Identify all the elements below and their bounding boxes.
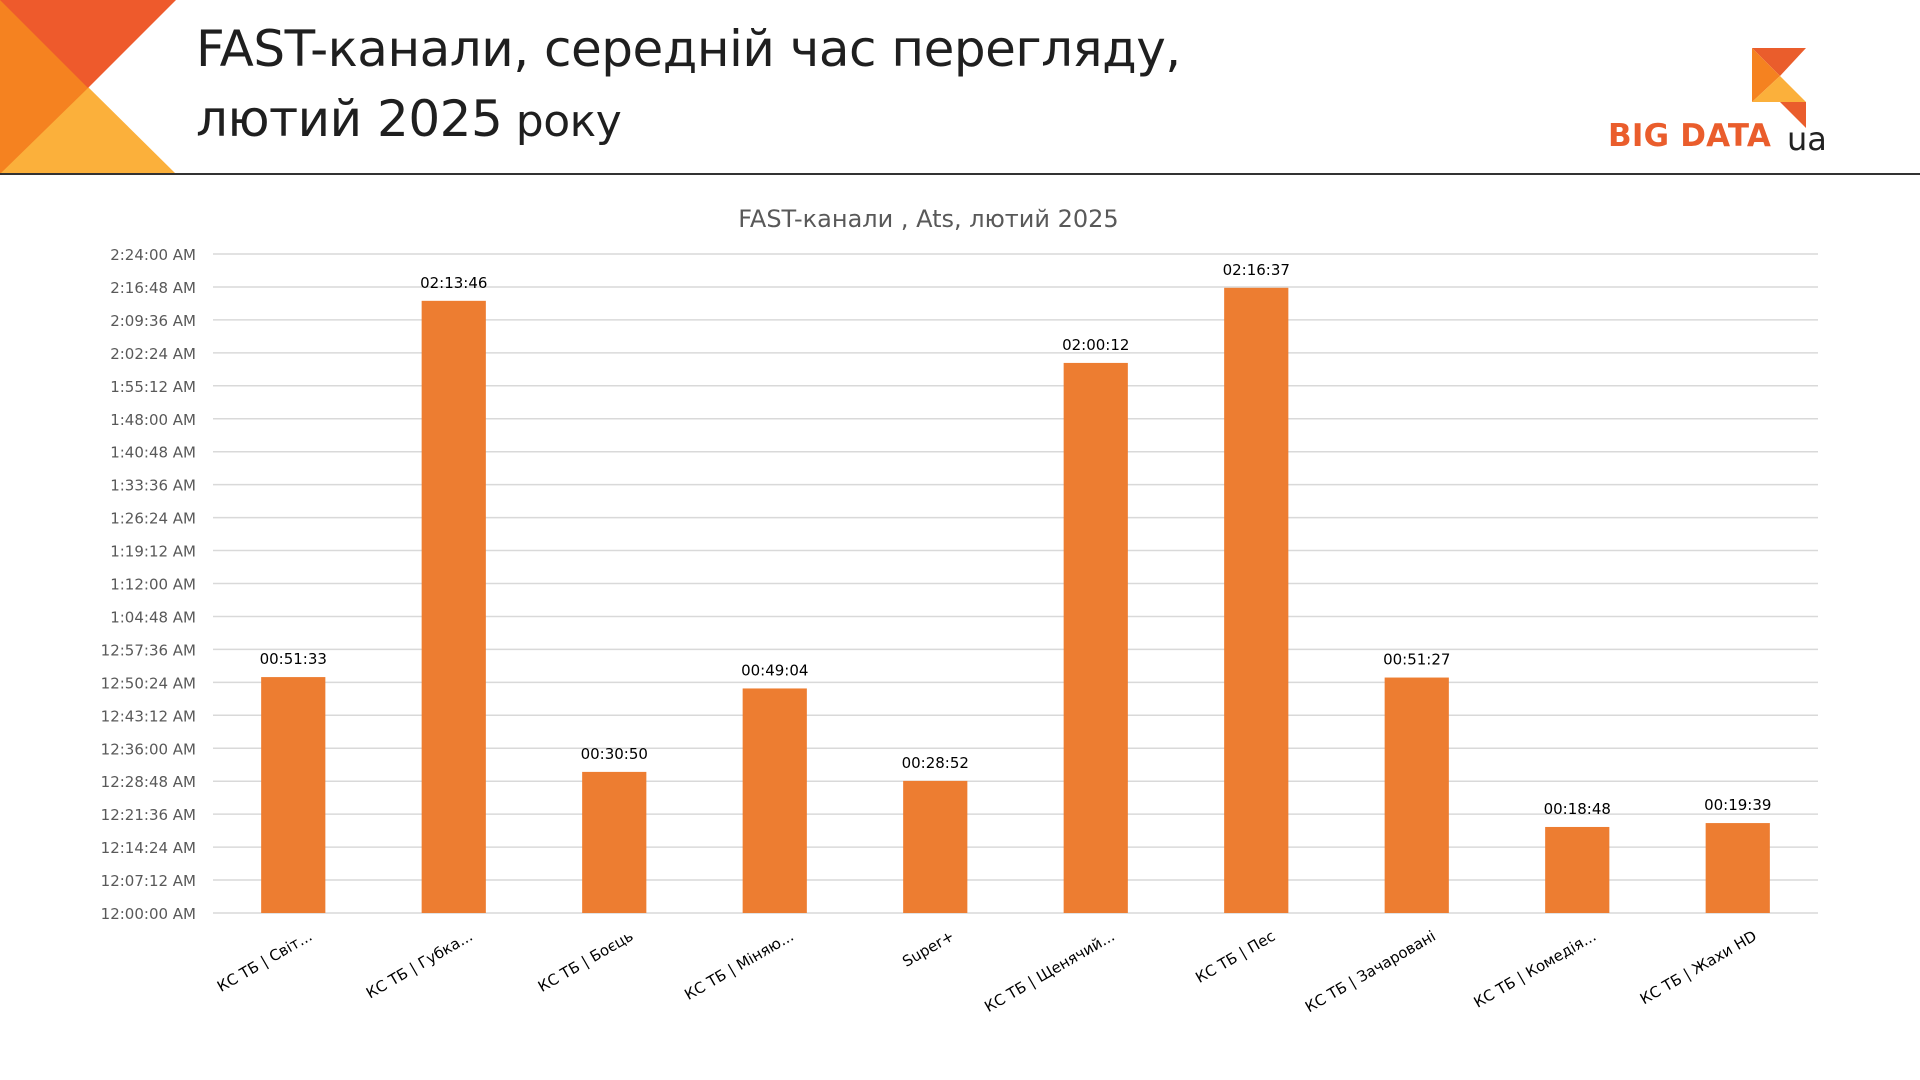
- data-label: 02:16:37: [1223, 261, 1290, 279]
- y-axis-tick-labels: 12:00:00 AM 12:07:12 AM 12:14:24 AM 12:21:3…: [101, 246, 196, 923]
- data-label: 00:51:33: [260, 650, 327, 668]
- bar: [903, 780, 968, 913]
- x-tick-label: КС ТБ | Комедія...: [1471, 927, 1600, 1012]
- x-tick-label: КС ТБ | Міняю...: [681, 927, 796, 1004]
- corner-decoration: [0, 0, 176, 174]
- y-tick-label: 12:28:48 AM: [101, 773, 196, 791]
- x-tick-label: КС ТБ | Жахи HD: [1637, 927, 1760, 1008]
- logo-mark-icon: [1752, 48, 1806, 128]
- data-label: 00:19:39: [1704, 796, 1771, 814]
- y-tick-label: 12:50:24 AM: [101, 674, 196, 692]
- y-tick-label: 12:07:12 AM: [101, 872, 196, 890]
- logo-text: BIG DATA: [1608, 118, 1772, 154]
- y-tick-label: 2:24:00 AM: [110, 246, 196, 264]
- bar: [1545, 826, 1610, 913]
- y-tick-label: 12:00:00 AM: [101, 905, 196, 923]
- bar: [1063, 362, 1128, 913]
- bar: [261, 677, 326, 913]
- header-divider: [0, 173, 1920, 175]
- data-label: 00:51:27: [1383, 651, 1450, 669]
- x-tick-label: КС ТБ | Губка...: [363, 927, 476, 1002]
- y-tick-label: 2:02:24 AM: [110, 345, 196, 363]
- y-tick-label: 12:21:36 AM: [101, 806, 196, 824]
- page-title-line2: лютий 2025 року: [196, 84, 1181, 157]
- slide-header: FAST-канали, середній час перегляду, лют…: [0, 0, 1920, 175]
- page-title: FAST-канали, середній час перегляду, лют…: [196, 14, 1181, 157]
- big-data-logo: BIG DATA ua: [1600, 46, 1840, 158]
- y-tick-label: 1:19:12 AM: [110, 543, 196, 561]
- y-tick-label: 2:09:36 AM: [110, 312, 196, 330]
- chart-data-labels: 00:51:33 02:13:46 00:30:50 00:49:04 00:28:52…: [260, 261, 1772, 818]
- x-tick-label: КС ТБ | Світ...: [214, 927, 315, 996]
- page-title-suffix: року: [502, 96, 622, 147]
- chart-bars: [261, 287, 1770, 913]
- data-label: 00:18:48: [1544, 800, 1611, 818]
- x-tick-label: КС ТБ | Пес: [1192, 927, 1278, 987]
- bar: [1224, 287, 1289, 913]
- x-tick-label: КС ТБ | Щенячий...: [981, 927, 1117, 1016]
- bar: [1384, 677, 1449, 913]
- data-label: 00:30:50: [581, 745, 648, 763]
- bar: [1705, 823, 1770, 913]
- x-tick-label: КС ТБ | Боєць: [535, 927, 636, 996]
- y-tick-label: 2:16:48 AM: [110, 279, 196, 297]
- y-tick-label: 1:55:12 AM: [110, 378, 196, 396]
- bar: [421, 300, 486, 913]
- page-title-date: лютий 2025: [196, 90, 503, 148]
- page-title-line1: FAST-канали, середній час перегляду,: [196, 20, 1181, 78]
- y-tick-label: 12:43:12 AM: [101, 707, 196, 725]
- y-tick-label: 12:14:24 AM: [101, 839, 196, 857]
- bar: [582, 771, 647, 913]
- bar: [742, 688, 807, 913]
- y-tick-label: 1:04:48 AM: [110, 608, 196, 626]
- x-tick-label: КС ТБ | Зачаровані: [1302, 927, 1439, 1016]
- data-label: 02:13:46: [420, 274, 487, 292]
- chart-title: FAST-канали , Ats, лютий 2025: [738, 205, 1119, 233]
- y-tick-label: 1:33:36 AM: [110, 477, 196, 495]
- data-label: 00:49:04: [741, 661, 808, 679]
- logo-suffix: ua: [1787, 120, 1827, 158]
- x-axis-tick-labels: КС ТБ | Світ... КС ТБ | Губка... КС ТБ | Б…: [214, 927, 1760, 1016]
- corner-triangle-dark: [0, 0, 176, 88]
- y-tick-label: 1:40:48 AM: [110, 444, 196, 462]
- data-label: 00:28:52: [902, 754, 969, 772]
- y-tick-label: 1:12:00 AM: [110, 576, 196, 594]
- data-label: 02:00:12: [1062, 336, 1129, 354]
- x-tick-label: Super+: [899, 927, 957, 971]
- y-tick-label: 1:26:24 AM: [110, 510, 196, 528]
- y-tick-label: 12:36:00 AM: [101, 740, 196, 758]
- y-tick-label: 12:57:36 AM: [101, 641, 196, 659]
- y-tick-label: 1:48:00 AM: [110, 411, 196, 429]
